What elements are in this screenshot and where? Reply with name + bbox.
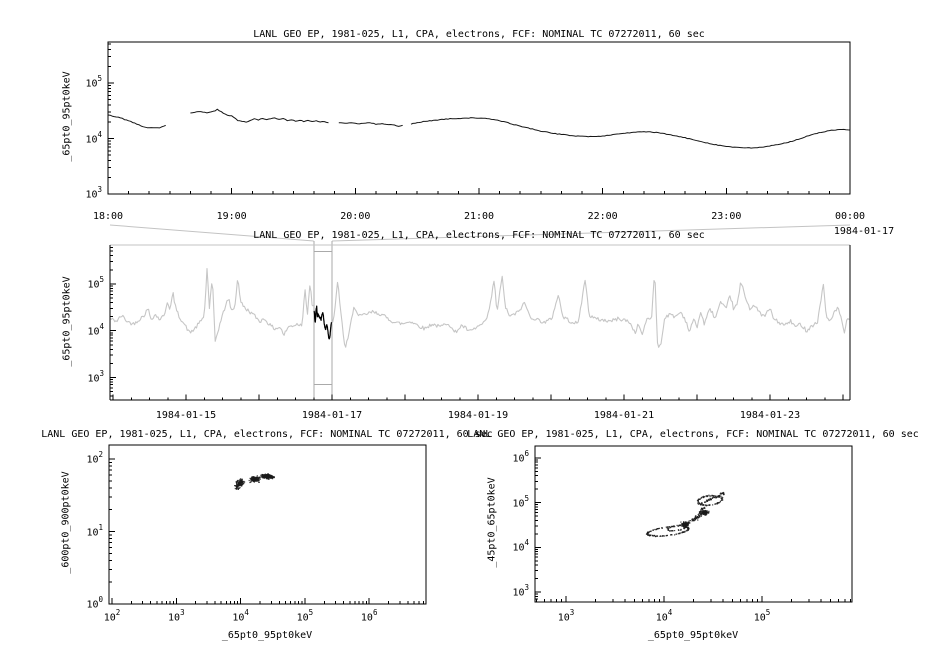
scatter-left-y-tick-label: 102 <box>86 450 103 466</box>
overview-x-tick-label: 1984-01-21 <box>593 410 655 421</box>
top-x-tick-label: 23:00 <box>711 211 742 222</box>
top-x-tick-label: 19:00 <box>216 211 247 222</box>
overview-series-line <box>331 275 850 348</box>
top-series-line <box>338 122 403 127</box>
scatter-left-xlabel: _65pt0_95pt0keV <box>221 630 313 641</box>
scatter-right-title: LANL GEO EP, 1981-025, L1, CPA, electron… <box>467 429 919 440</box>
top-x-tick-label: 22:00 <box>587 211 618 222</box>
overview-y-tick-label: 103 <box>87 368 104 384</box>
scatter-right-x-tick-label: 105 <box>753 608 771 624</box>
scatter-left-points <box>234 473 275 490</box>
top-x-tick-label: 20:00 <box>340 211 371 222</box>
overview-x-tick-label: 1984-01-17 <box>301 410 363 421</box>
top-series-line <box>410 117 850 149</box>
overview-highlight-line <box>313 305 333 340</box>
scatter-left-y-tick-label: 101 <box>86 522 103 538</box>
scatter-left-y-tick-label: 100 <box>86 595 103 611</box>
overview-x-tick-label: 1984-01-15 <box>155 410 217 421</box>
scatter-right-y-tick-label: 105 <box>512 493 529 509</box>
scatter-left-ylabel: _600pt0_900pt0keV <box>60 471 72 574</box>
panel-top-title: LANL GEO EP, 1981-025, L1, CPA, electron… <box>253 29 705 40</box>
scatter-left-x-tick-label: 102 <box>103 608 121 624</box>
top-x-tick-label: 00:00 <box>834 211 866 222</box>
scatter-left-x-tick-label: 103 <box>168 608 185 624</box>
top-y-tick-label: 104 <box>85 129 102 145</box>
top-y-tick-label: 105 <box>85 74 102 90</box>
overview-x-tick-label: 1984-01-23 <box>739 410 801 421</box>
panel-overview-title: LANL GEO EP, 1981-025, L1, CPA, electron… <box>253 230 705 241</box>
scatter-right-xlabel: _65pt0_95pt0keV <box>647 630 739 641</box>
zoom-selector[interactable] <box>313 241 333 400</box>
scatter-left-x-tick-label: 104 <box>232 608 249 624</box>
overview-series-line <box>110 267 314 342</box>
top-x-tick-label: 21:00 <box>463 211 495 222</box>
scatter-right-y-tick-label: 104 <box>512 538 529 554</box>
top-y-tick-label: 103 <box>85 185 102 201</box>
top-x-date-label: 1984-01-17 <box>833 226 895 237</box>
top-series-line <box>190 108 329 124</box>
scatter-right-x-tick-label: 104 <box>655 608 673 624</box>
scatter-right-x-tick-label: 103 <box>557 608 575 624</box>
overview-y-tick-label: 104 <box>87 321 104 338</box>
overview-x-tick-label: 1984-01-19 <box>447 410 509 421</box>
top-series-line <box>108 114 166 129</box>
scatter-left-x-tick-label: 105 <box>296 608 314 624</box>
scatter-right-y-tick-label: 103 <box>512 583 529 599</box>
scatter-right-points <box>645 491 725 538</box>
scatter-left-title: LANL GEO EP, 1981-025, L1, CPA, electron… <box>41 429 493 440</box>
scatter-right-ylabel: _45pt0_65pt0keV <box>486 477 498 568</box>
scatter-right-y-tick-label: 106 <box>512 448 529 465</box>
scatter-left-x-tick-label: 106 <box>360 608 378 624</box>
top-x-tick-label: 18:00 <box>92 211 124 222</box>
overview-y-tick-label: 105 <box>87 274 104 291</box>
